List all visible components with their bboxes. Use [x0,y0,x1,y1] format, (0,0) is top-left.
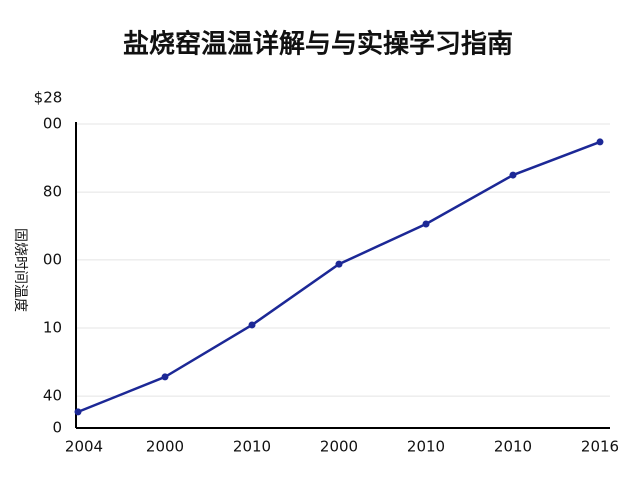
line [77,140,601,414]
y-tick-label: 10 [43,318,62,336]
x-tick-label: 2010 [494,438,532,456]
point [422,220,430,228]
y-unit: $28 [34,89,63,107]
x-tick-label: 2010 [407,438,445,456]
point [596,138,604,146]
y-axis-title: 固烧时间温度 [12,228,28,312]
point [161,373,169,381]
x-tick-label: 2000 [320,438,358,456]
x-tick-label: 2000 [146,438,184,456]
point [335,260,343,268]
y-tick-label: 00 [43,115,62,133]
x-tick-label: 2004 [65,438,103,456]
x-tick-label: 2016 [581,438,619,456]
point [509,171,517,179]
chart-title: 盐烧窑温温详解与与实操学习指南 [123,29,513,60]
x-tick-label: 2010 [233,438,271,456]
y-tick-label: 80 [43,183,62,201]
point [74,408,82,416]
y-tick-label: 0 [52,419,62,437]
point [248,321,256,329]
y-tick-label: 40 [43,387,62,405]
y-tick-label: 00 [43,250,62,268]
